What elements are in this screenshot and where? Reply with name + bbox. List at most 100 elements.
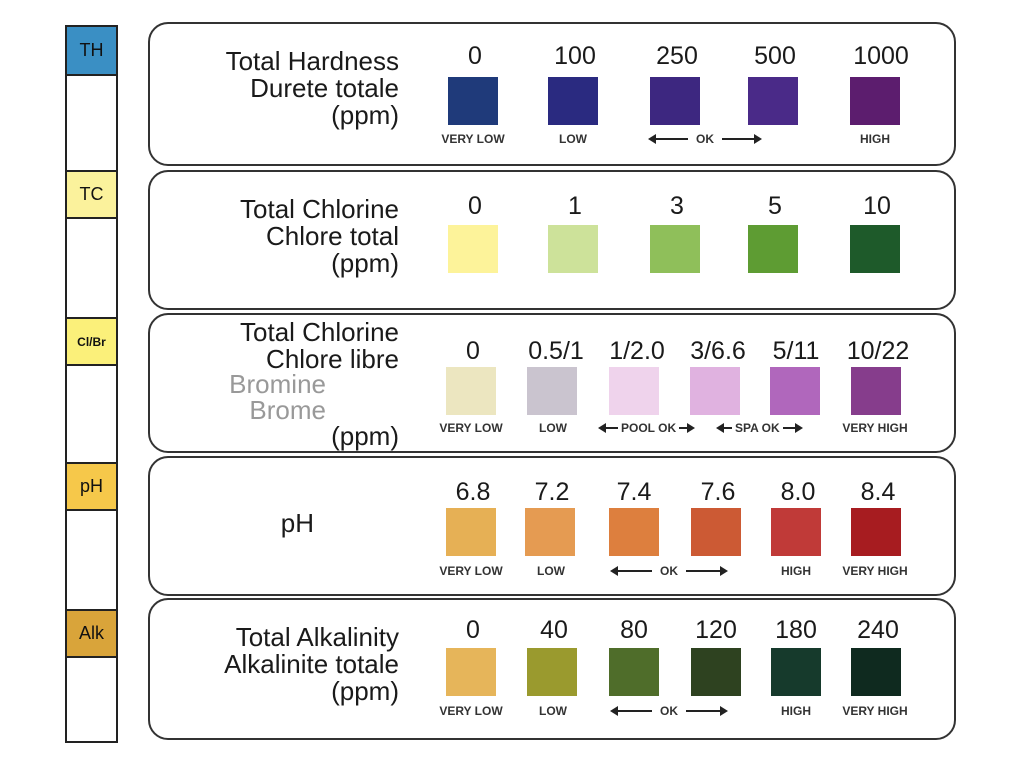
- label-line: Total Hardness: [225, 46, 399, 76]
- color-swatch: [446, 508, 496, 556]
- panel-ph: pH 6.8 7.2 7.4 7.6 8.0 8.4 VERY LOW LOW …: [148, 456, 956, 596]
- left-arrow-icon: [598, 423, 618, 433]
- label-line: Durete totale: [250, 73, 399, 103]
- range-tag: VERY LOW: [439, 564, 503, 578]
- ok-range-tag: OK: [610, 704, 728, 718]
- spa-ok-range: SPA OK: [716, 421, 803, 435]
- color-swatch: [650, 77, 700, 125]
- value-label: 10: [863, 192, 891, 220]
- color-swatch: [448, 77, 498, 125]
- spa-ok-label: SPA OK: [735, 421, 780, 435]
- bromine-label: Bromine: [229, 371, 326, 398]
- ok-label: OK: [660, 704, 678, 718]
- strip-pad-tc: TC: [67, 170, 116, 219]
- label-line: pH: [280, 508, 314, 538]
- color-swatch: [771, 648, 821, 696]
- test-strip: TH TC Cl/Br pH Alk: [65, 25, 118, 743]
- value-label: 0: [468, 192, 482, 220]
- range-tag: LOW: [539, 704, 567, 718]
- value-label: 7.4: [616, 478, 652, 506]
- value-label: 40: [540, 616, 568, 644]
- color-swatch: [448, 225, 498, 273]
- range-tag: VERY HIGH: [842, 421, 908, 435]
- label-line: Total Chlorine: [240, 194, 399, 224]
- brome-label: Brome: [249, 397, 326, 424]
- panel-label: Total Alkalinity Alkalinite totale (ppm): [224, 624, 399, 705]
- value-label: 240: [857, 616, 899, 644]
- label-line: (ppm): [331, 676, 399, 706]
- panel-label: Total Hardness Durete totale (ppm): [226, 48, 399, 129]
- label-line: (ppm): [331, 248, 399, 278]
- label-line: (ppm): [331, 100, 399, 130]
- range-tag: VERY LOW: [441, 132, 505, 146]
- color-swatch: [748, 225, 798, 273]
- ok-label: OK: [696, 132, 714, 146]
- range-tag: HIGH: [781, 564, 811, 578]
- value-label: 0.5/1: [528, 337, 584, 365]
- range-tag: LOW: [537, 564, 565, 578]
- label-line: Total Alkalinity: [235, 622, 399, 652]
- value-label: 8.4: [860, 478, 896, 506]
- color-swatch: [548, 77, 598, 125]
- label-line: Alkalinite totale: [224, 649, 399, 679]
- color-swatch: [851, 648, 901, 696]
- value-label: 250: [656, 42, 698, 70]
- range-tag: VERY LOW: [439, 704, 503, 718]
- ok-range-tag: OK: [648, 132, 762, 146]
- strip-pad-th: TH: [67, 27, 116, 76]
- label-line: Chlore total: [266, 221, 399, 251]
- color-swatch: [548, 225, 598, 273]
- value-label: 500: [754, 42, 796, 70]
- color-swatch: [527, 648, 577, 696]
- value-label: 3: [670, 192, 684, 220]
- range-tag: LOW: [559, 132, 587, 146]
- left-arrow-icon: [610, 566, 652, 576]
- value-label: 1: [568, 192, 582, 220]
- value-label: 0: [466, 337, 480, 365]
- strip-pad-clbr: Cl/Br: [67, 317, 116, 366]
- right-arrow-icon: [782, 423, 803, 433]
- left-arrow-icon: [716, 423, 732, 433]
- pool-ok-label: POOL OK: [621, 421, 677, 435]
- value-label: 1/2.0: [609, 337, 665, 365]
- color-swatch: [691, 648, 741, 696]
- range-tag: VERY HIGH: [842, 704, 908, 718]
- label-line: (ppm): [331, 421, 399, 451]
- color-swatch: [527, 367, 577, 415]
- panel-total-hardness: Total Hardness Durete totale (ppm) 0 100…: [148, 22, 956, 166]
- color-swatch: [525, 508, 575, 556]
- color-swatch: [851, 367, 901, 415]
- label-line: Brome: [249, 395, 326, 425]
- value-label: 0: [468, 42, 482, 70]
- value-label: 6.8: [455, 478, 491, 506]
- color-swatch: [446, 367, 496, 415]
- right-arrow-icon: [679, 423, 696, 433]
- panel-label: pH: [281, 510, 314, 537]
- value-label: 80: [620, 616, 648, 644]
- range-tag: VERY HIGH: [842, 564, 908, 578]
- right-arrow-icon: [686, 706, 728, 716]
- value-label: 3/6.6: [690, 337, 746, 365]
- unit-label: (ppm): [331, 423, 399, 450]
- color-swatch: [690, 367, 740, 415]
- value-label: 5: [768, 192, 782, 220]
- range-tag: HIGH: [860, 132, 890, 146]
- value-label: 8.0: [780, 478, 816, 506]
- panel-label: Total Chlorine Chlore total (ppm): [240, 196, 399, 277]
- color-swatch: [691, 508, 741, 556]
- left-arrow-icon: [648, 134, 688, 144]
- panel-chlorine-bromine: Total Chlorine Chlore libre Bromine Brom…: [148, 313, 956, 453]
- color-swatch: [850, 225, 900, 273]
- pool-ok-range: POOL OK: [598, 421, 696, 435]
- value-label: 1000: [853, 42, 909, 70]
- color-swatch: [650, 225, 700, 273]
- panel-total-chlorine: Total Chlorine Chlore total (ppm) 0 1 3 …: [148, 170, 956, 310]
- left-arrow-icon: [610, 706, 652, 716]
- label-line: Total Chlorine: [240, 317, 399, 347]
- color-swatch: [609, 508, 659, 556]
- range-tag: HIGH: [781, 704, 811, 718]
- ok-label: OK: [660, 564, 678, 578]
- right-arrow-icon: [722, 134, 762, 144]
- value-label: 7.2: [534, 478, 570, 506]
- value-label: 10/22: [846, 337, 910, 365]
